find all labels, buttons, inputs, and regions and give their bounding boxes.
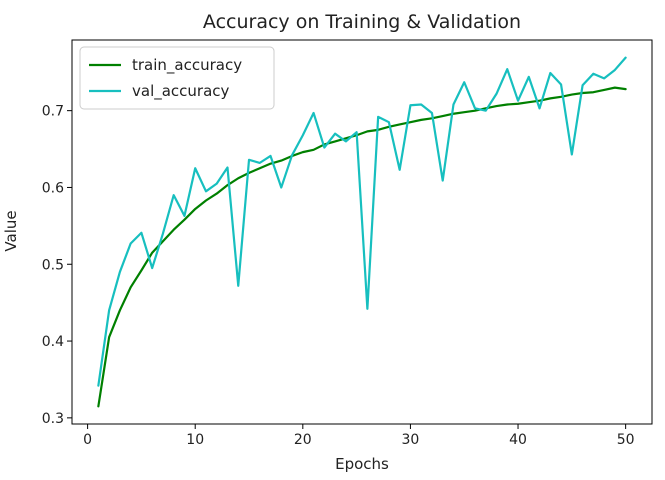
y-tick-label: 0.3 [42, 411, 64, 427]
chart-title: Accuracy on Training & Validation [203, 11, 521, 33]
legend: train_accuracy val_accuracy [79, 46, 275, 110]
legend-label-val-accuracy: val_accuracy [132, 82, 230, 101]
y-tick-label: 0.7 [42, 104, 64, 120]
y-tick-label: 0.6 [42, 180, 64, 196]
legend-box [79, 46, 275, 110]
plot-frame [71, 39, 653, 425]
y-tick-label: 0.4 [42, 334, 64, 350]
x-tick-label: 10 [186, 432, 204, 448]
series-line-train-accuracy [97, 86, 627, 408]
x-axis-label: Epochs [335, 455, 389, 473]
legend-label-train-accuracy: train_accuracy [132, 56, 242, 75]
series-line-val-accuracy [97, 56, 627, 387]
x-tick-label: 50 [617, 432, 635, 448]
x-tick-label: 40 [509, 432, 527, 448]
y-axis-label: Value [2, 210, 20, 251]
plot-area: 0 10 20 30 40 50 0.3 0.4 0.5 0.6 0.7 [42, 39, 653, 448]
y-tick-label: 0.5 [42, 257, 64, 273]
x-tick-label: 0 [83, 432, 92, 448]
x-tick-label: 20 [294, 432, 312, 448]
x-tick-label: 30 [402, 432, 420, 448]
